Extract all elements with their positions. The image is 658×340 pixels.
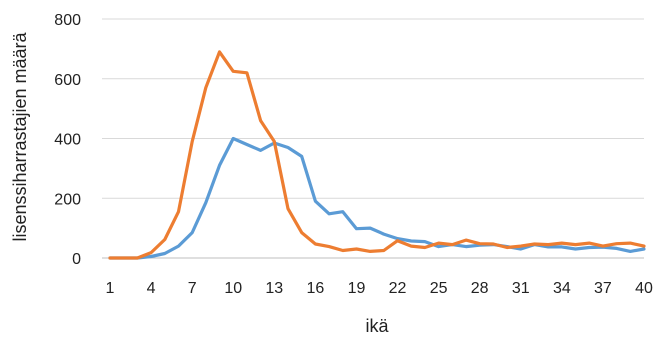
x-tick-label: 10 xyxy=(224,280,242,297)
y-tick-label: 400 xyxy=(54,132,81,149)
y-tick-label: 0 xyxy=(72,251,81,268)
y-axis-title: lisenssiharrastajien määrä xyxy=(10,31,30,241)
x-tick-label: 34 xyxy=(553,280,571,297)
x-tick-label: 16 xyxy=(306,280,324,297)
y-axis-ticks: 0 200 400 600 800 xyxy=(54,12,81,268)
x-axis-ticks: 1 4 7 10 13 16 19 22 25 28 31 34 37 40 xyxy=(106,280,653,297)
x-tick-label: 31 xyxy=(512,280,530,297)
x-tick-label: 4 xyxy=(147,280,156,297)
series-lines xyxy=(108,50,646,260)
x-tick-label: 13 xyxy=(265,280,283,297)
y-tick-label: 600 xyxy=(54,72,81,89)
y-tick-label: 800 xyxy=(54,12,81,29)
x-tick-label: 28 xyxy=(471,280,489,297)
x-tick-label: 7 xyxy=(188,280,197,297)
x-tick-label: 40 xyxy=(635,280,653,297)
y-tick-label: 200 xyxy=(54,191,81,208)
series-line-2 xyxy=(108,50,646,260)
x-tick-label: 1 xyxy=(106,280,115,297)
series-line-1 xyxy=(108,136,646,260)
x-axis-title: ikä xyxy=(365,316,389,336)
x-tick-label: 22 xyxy=(389,280,407,297)
x-tick-label: 37 xyxy=(594,280,612,297)
x-tick-label: 19 xyxy=(348,280,366,297)
x-tick-label: 25 xyxy=(430,280,448,297)
gridlines xyxy=(102,18,644,259)
